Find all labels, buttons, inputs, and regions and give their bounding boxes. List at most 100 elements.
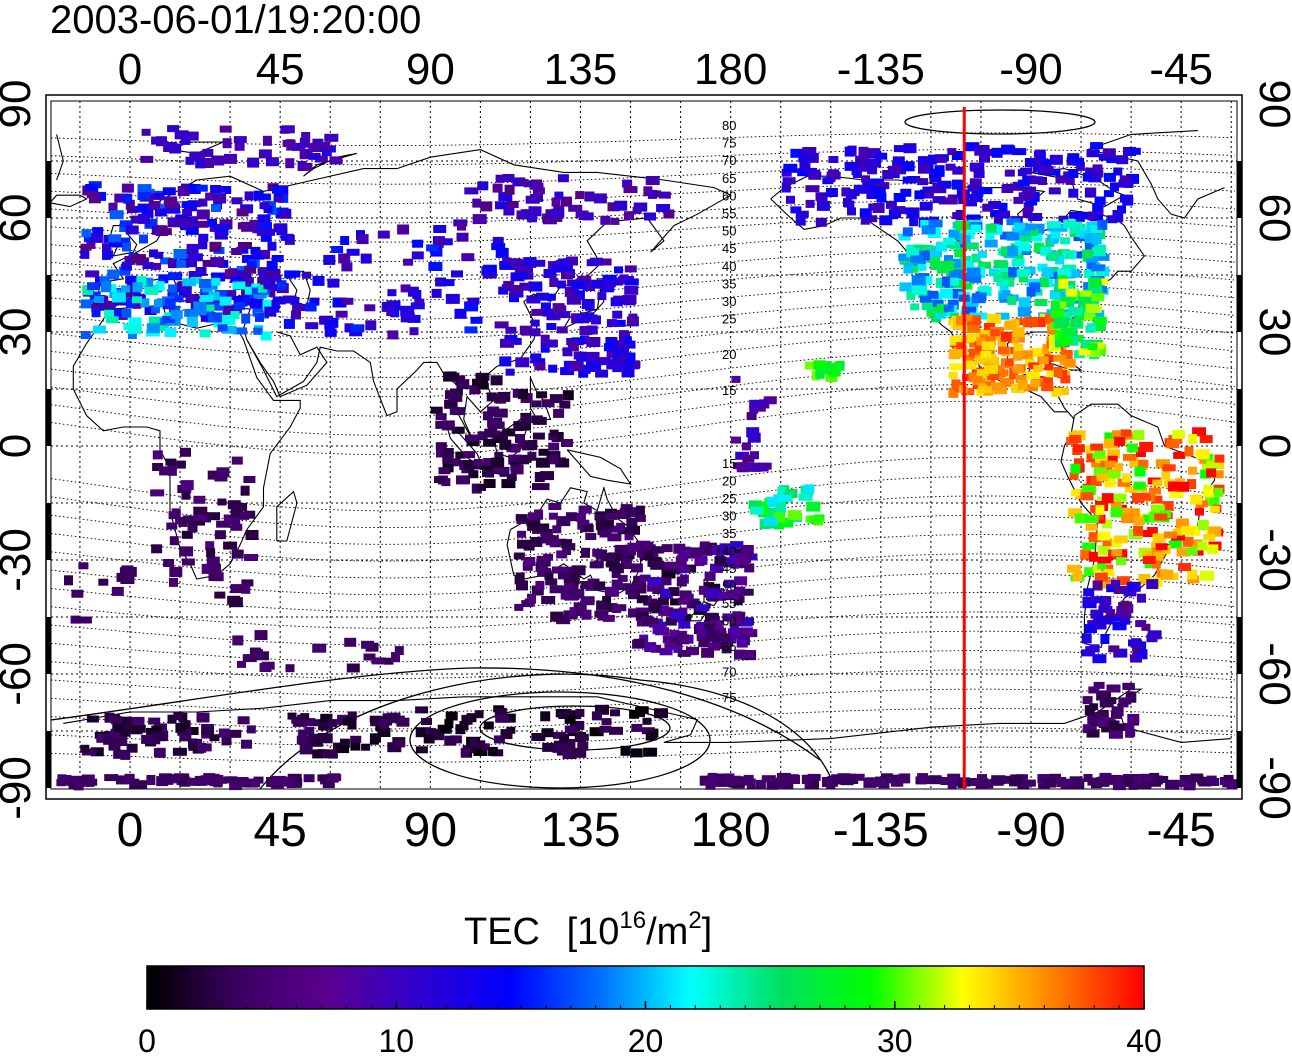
tec-cell <box>473 748 488 756</box>
tec-cell <box>148 717 161 725</box>
tec-cell <box>214 226 229 235</box>
tec-cell <box>120 574 135 584</box>
tec-cell <box>285 664 295 673</box>
tec-cell <box>428 729 440 740</box>
tec-cell <box>1111 549 1123 557</box>
tec-cell <box>976 312 988 320</box>
tec-cell <box>520 416 532 423</box>
tec-cell <box>946 241 960 249</box>
tec-cell <box>530 537 543 547</box>
tec-cell <box>1097 219 1108 230</box>
tec-cell <box>265 157 279 167</box>
tec-cell <box>271 255 284 262</box>
tec-cell <box>158 274 169 284</box>
tec-cell <box>536 391 548 399</box>
tec-cell <box>1092 654 1107 664</box>
tec-cell <box>1056 388 1069 395</box>
tec-cell <box>518 389 528 400</box>
tec-cell <box>1125 485 1137 493</box>
tec-cell <box>593 581 606 591</box>
tec-cell <box>387 330 399 340</box>
tec-cell <box>473 458 483 466</box>
tec-cell <box>974 147 985 156</box>
tec-cell <box>1195 449 1210 460</box>
tec-cell <box>914 190 925 200</box>
tec-cell <box>491 243 506 251</box>
tec-cell <box>698 585 708 595</box>
tec-cell <box>706 630 718 639</box>
tec-cell <box>549 429 559 437</box>
tec-cell <box>210 566 221 574</box>
tec-cell <box>695 622 709 630</box>
tec-cell <box>845 190 857 200</box>
tec-cell <box>536 559 551 567</box>
tec-cell <box>381 301 394 312</box>
tec-cell <box>1017 306 1031 317</box>
tec-cell <box>151 725 163 733</box>
tec-cell <box>1009 369 1019 380</box>
tec-cell <box>1113 463 1123 472</box>
tec-cell <box>377 230 390 239</box>
tec-cell <box>250 779 260 788</box>
tec-cell <box>730 541 744 549</box>
tec-cell <box>813 360 826 370</box>
tec-cell <box>1113 648 1128 658</box>
tec-cell <box>435 442 447 451</box>
tec-cell <box>114 193 129 203</box>
tec-cell <box>1000 331 1012 342</box>
tec-cell <box>1206 468 1217 478</box>
tec-cell <box>695 559 705 567</box>
tec-cell <box>1120 429 1132 437</box>
tec-cell <box>1131 776 1142 784</box>
tec-cell <box>906 208 920 219</box>
tec-cell <box>394 740 405 748</box>
tec-cell <box>119 223 131 232</box>
tec-cell <box>900 188 912 197</box>
tec-cell <box>862 181 873 191</box>
tec-cell <box>631 723 643 732</box>
tec-cell <box>941 276 956 287</box>
tec-cell <box>1138 574 1151 584</box>
tec-cell <box>665 617 677 626</box>
tec-cell <box>461 714 472 722</box>
tec-cell <box>664 642 675 650</box>
tec-cell <box>1014 241 1029 251</box>
tec-cell <box>540 711 551 722</box>
tec-cell <box>593 560 604 569</box>
tec-cell <box>982 203 994 212</box>
tec-cell <box>637 548 650 558</box>
tec-cell <box>1082 542 1096 550</box>
tec-cell <box>627 525 640 535</box>
tec-cell <box>1212 470 1224 479</box>
tec-cell <box>214 530 226 540</box>
tec-cell <box>101 300 116 309</box>
tec-cell <box>188 184 201 194</box>
tec-cell <box>844 146 855 157</box>
tec-cell <box>227 729 242 737</box>
tec-cell <box>1135 620 1147 628</box>
tec-cell <box>659 648 673 656</box>
tec-cell <box>323 254 336 265</box>
tec-cell <box>132 300 142 309</box>
lat-tick-label: -30 <box>0 528 40 592</box>
tec-cell <box>684 564 697 573</box>
tec-cell <box>456 475 470 485</box>
tec-cell <box>530 328 541 337</box>
tec-cell <box>861 175 870 183</box>
tec-cell <box>657 597 669 606</box>
tec-cell <box>305 322 319 330</box>
tec-cell <box>85 270 100 278</box>
tec-cell <box>1112 621 1127 631</box>
tec-cell <box>1055 301 1067 309</box>
tec-cell <box>1000 246 1012 257</box>
tec-cell <box>535 457 550 468</box>
tec-cell <box>409 327 419 336</box>
tec-cell <box>865 215 878 223</box>
tec-cell <box>519 282 531 291</box>
tec-cell <box>338 253 351 264</box>
tec-cell <box>1092 564 1102 572</box>
tec-cell <box>502 174 515 182</box>
tec-cell <box>562 347 573 357</box>
tec-cell <box>901 161 915 172</box>
tec-cell <box>543 553 554 561</box>
